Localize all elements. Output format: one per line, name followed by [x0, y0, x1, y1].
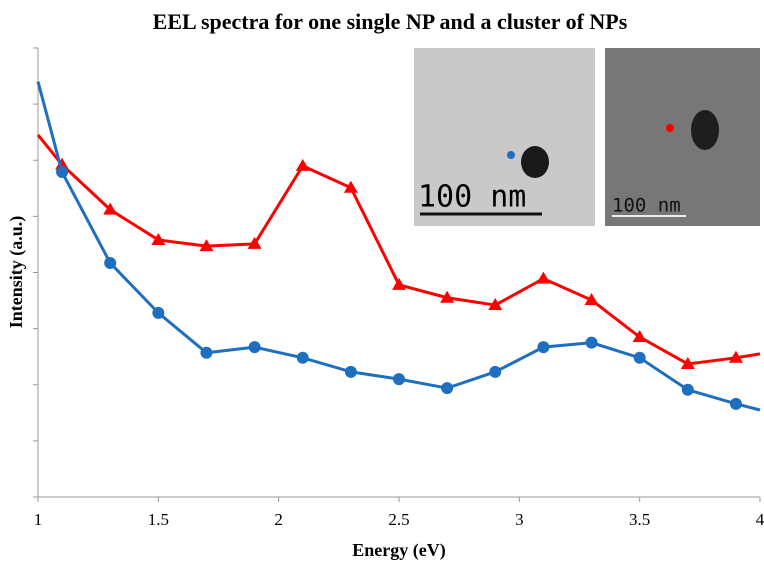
- x-tick-label: 1: [34, 510, 43, 529]
- inset-cluster: 100 nm: [605, 48, 760, 226]
- marker: [104, 257, 116, 269]
- marker: [586, 337, 598, 349]
- scale-label: 100 nm: [612, 195, 681, 217]
- marker: [393, 373, 405, 385]
- marker: [345, 366, 357, 378]
- chart-title: EEL spectra for one single NP and a clus…: [153, 9, 628, 34]
- marker: [297, 352, 309, 364]
- marker: [249, 341, 261, 353]
- y-axis-label: Intensity (a.u.): [6, 216, 27, 329]
- nanoparticle: [521, 146, 549, 178]
- x-tick-label: 2: [274, 510, 283, 529]
- marker: [152, 307, 164, 319]
- x-tick-label: 1.5: [148, 510, 169, 529]
- x-tick-label: 3.5: [629, 510, 650, 529]
- x-tick-label: 3: [515, 510, 524, 529]
- marker: [682, 384, 694, 396]
- marker: [151, 233, 165, 245]
- inset-single-np: 100 nm: [414, 48, 595, 226]
- marker: [634, 352, 646, 364]
- marker: [536, 272, 550, 284]
- chart: EEL spectra for one single NP and a clus…: [0, 0, 764, 567]
- marker: [489, 366, 501, 378]
- nanoparticle-cluster: [691, 110, 719, 150]
- marker: [537, 341, 549, 353]
- x-axis-label: Energy (eV): [352, 540, 445, 561]
- marker: [56, 166, 68, 178]
- marker: [296, 159, 310, 171]
- marker: [200, 347, 212, 359]
- x-tick-label: 2.5: [388, 510, 409, 529]
- probe-dot: [666, 124, 674, 132]
- x-tick-label: 4: [756, 510, 764, 529]
- marker: [441, 382, 453, 394]
- marker: [392, 278, 406, 290]
- probe-dot: [507, 151, 515, 159]
- scale-label: 100 nm: [418, 180, 526, 215]
- marker: [730, 398, 742, 410]
